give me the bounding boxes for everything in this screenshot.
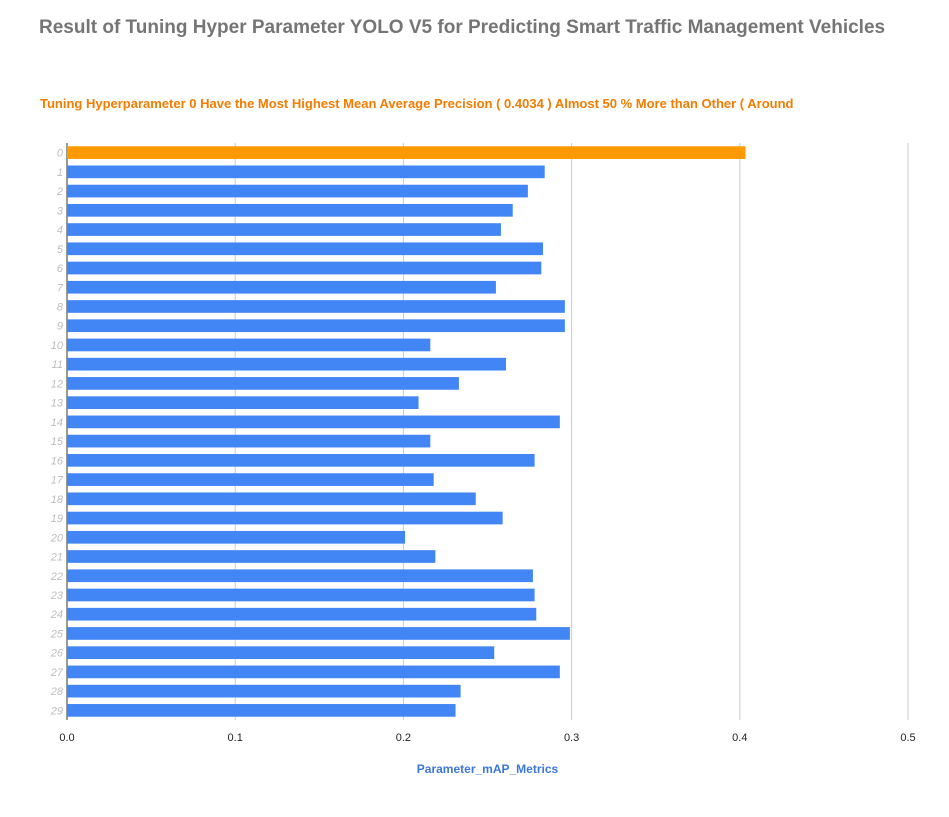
y-tick-label: 0	[57, 148, 64, 160]
bar-23	[67, 588, 535, 602]
y-tick-label: 17	[51, 475, 64, 487]
x-tick-label: 0.2	[396, 732, 411, 744]
y-tick-label: 22	[50, 571, 63, 583]
y-tick-label: 11	[52, 359, 63, 371]
bar-10	[67, 338, 431, 352]
bar-6	[67, 261, 542, 275]
bar-19	[67, 511, 503, 525]
bar-12	[67, 377, 459, 390]
chart-title: Result of Tuning Hyper Parameter YOLO V5…	[39, 17, 886, 38]
y-tick-label: 25	[50, 628, 64, 640]
y-tick-label: 14	[51, 417, 63, 429]
bar-9	[67, 319, 565, 333]
y-tick-label: 15	[51, 436, 64, 448]
y-tick-label: 3	[57, 205, 64, 217]
y-tick-labels: 0123456789101112131415161718192021222324…	[50, 148, 64, 718]
bar-27	[67, 665, 560, 679]
y-tick-label: 2	[56, 186, 63, 198]
bar-22	[67, 569, 533, 583]
x-tick-label: 0.1	[228, 732, 243, 744]
bar-5	[67, 242, 544, 256]
y-tick-label: 26	[50, 648, 64, 660]
y-tick-label: 13	[51, 398, 64, 410]
y-tick-label: 12	[51, 378, 63, 390]
x-tick-labels: 0.0 0.1 0.2 0.3 0.4 0.5	[59, 732, 915, 744]
x-tick-label: 0.0	[59, 732, 74, 744]
bar-8	[67, 300, 565, 313]
bar-7	[67, 280, 496, 294]
y-tick-label: 9	[57, 321, 63, 333]
bar-26	[67, 646, 495, 660]
y-tick-label: 1	[57, 167, 63, 179]
bar-25	[67, 627, 570, 640]
bar-3	[67, 203, 513, 217]
y-tick-label: 10	[51, 340, 64, 352]
y-tick-label: 28	[50, 686, 64, 698]
y-tick-label: 20	[50, 532, 64, 544]
bar-13	[67, 396, 419, 409]
x-tick-label: 0.3	[564, 732, 579, 744]
y-tick-label: 21	[50, 552, 63, 564]
y-tick-label: 7	[57, 282, 64, 294]
y-tick-label: 8	[57, 301, 64, 313]
x-tick-label: 0.5	[900, 732, 915, 744]
bar-15	[67, 434, 431, 448]
chart-subtitle: Tuning Hyperparameter 0 Have the Most Hi…	[40, 96, 794, 111]
bar-16	[67, 454, 535, 467]
bar-24	[67, 607, 537, 621]
y-tick-label: 29	[50, 705, 63, 717]
y-tick-label: 23	[50, 590, 64, 602]
bars	[67, 146, 746, 717]
bar-14	[67, 415, 560, 429]
bar-11	[67, 357, 507, 371]
y-tick-label: 16	[51, 455, 64, 467]
bar-29	[67, 704, 456, 717]
y-tick-label: 24	[50, 609, 63, 621]
bar-18	[67, 492, 476, 506]
y-tick-label: 19	[51, 513, 63, 525]
bar-2	[67, 184, 528, 198]
x-tick-label: 0.4	[732, 732, 747, 744]
y-tick-label: 4	[57, 225, 63, 237]
bar-1	[67, 165, 545, 179]
y-tick-label: 5	[57, 244, 64, 256]
bar-21	[67, 550, 436, 563]
x-axis-label: Parameter_mAP_Metrics	[416, 762, 559, 776]
gridlines	[66, 143, 909, 720]
y-tick-label: 18	[51, 494, 64, 506]
bar-0	[67, 146, 746, 159]
bar-20	[67, 530, 406, 544]
y-tick-label: 27	[50, 667, 64, 679]
bar-28	[67, 684, 461, 698]
bar-17	[67, 473, 434, 486]
y-tick-label: 6	[57, 263, 64, 275]
bar-4	[67, 223, 501, 236]
